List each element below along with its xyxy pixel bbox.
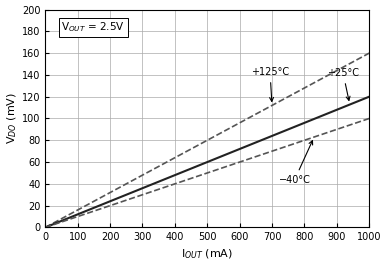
Text: V$_{OUT}$ = 2.5V: V$_{OUT}$ = 2.5V (62, 21, 125, 34)
Y-axis label: V$_{DO}$ (mV): V$_{DO}$ (mV) (5, 93, 19, 144)
Text: −40°C: −40°C (279, 141, 313, 185)
X-axis label: I$_{OUT}$ (mA): I$_{OUT}$ (mA) (181, 248, 233, 261)
Text: +125°C: +125°C (251, 67, 289, 101)
Text: +25°C: +25°C (327, 68, 359, 100)
